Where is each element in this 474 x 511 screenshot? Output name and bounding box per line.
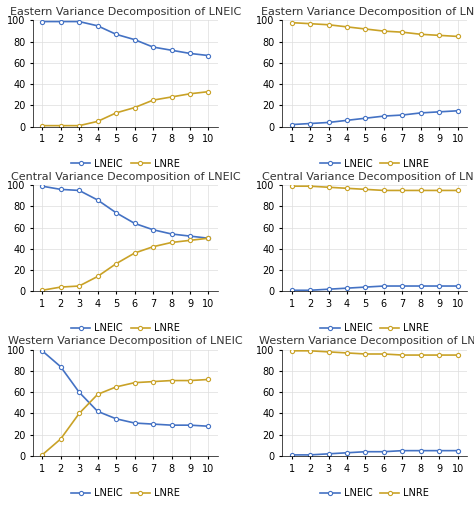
Title: Central Variance Decomposition of LNEIC: Central Variance Decomposition of LNEIC	[10, 172, 240, 181]
Title: Western Variance Decomposition of LNEIC: Western Variance Decomposition of LNEIC	[8, 336, 243, 346]
Legend: LNEIC, LNRE: LNEIC, LNRE	[316, 155, 433, 173]
Title: Eastern Variance Decomposition of LNEIC: Eastern Variance Decomposition of LNEIC	[9, 7, 241, 17]
Title: Central Variance Decomposition of LNRE: Central Variance Decomposition of LNRE	[262, 172, 474, 181]
Legend: LNEIC, LNRE: LNEIC, LNRE	[316, 484, 433, 502]
Legend: LNEIC, LNRE: LNEIC, LNRE	[316, 319, 433, 337]
Legend: LNEIC, LNRE: LNEIC, LNRE	[67, 484, 184, 502]
Legend: LNEIC, LNRE: LNEIC, LNRE	[67, 319, 184, 337]
Legend: LNEIC, LNRE: LNEIC, LNRE	[67, 155, 184, 173]
Title: Eastern Variance Decomposition of LNRE: Eastern Variance Decomposition of LNRE	[261, 7, 474, 17]
Title: Western Variance Decomposition of LNRE: Western Variance Decomposition of LNRE	[259, 336, 474, 346]
